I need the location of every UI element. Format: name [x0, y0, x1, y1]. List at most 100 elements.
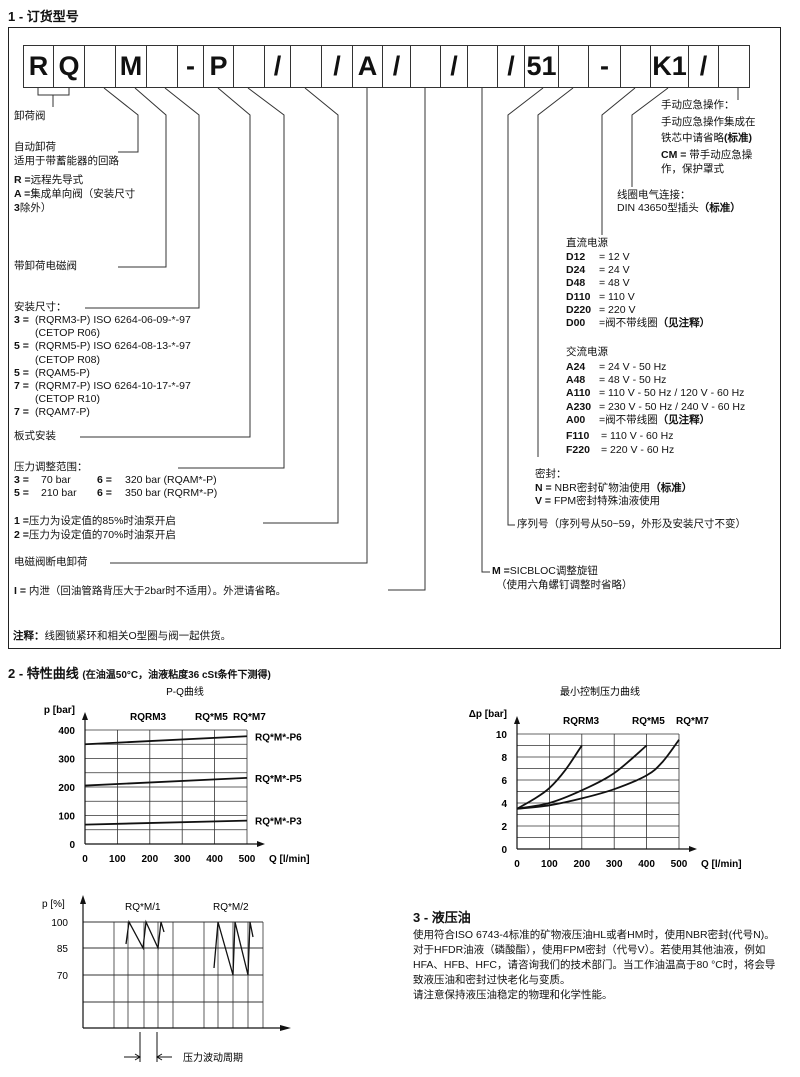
x-tick-label: 500 — [671, 859, 688, 870]
manual-override-l1: 手动应急操作集成在 — [661, 116, 756, 128]
series-label: RQ*M/2 — [213, 902, 249, 913]
series-label: RQ*M5 — [632, 716, 665, 727]
x-tick-label: 100 — [109, 854, 126, 865]
list-item: A110 = 110 V - 50 Hz / 120 V - 60 Hz — [566, 387, 745, 400]
pq-chart: 0 100 200 300 400 500 0 100 200 300 400 Q [l/min] p … — [44, 685, 310, 865]
x-axis-arrow — [689, 846, 697, 852]
list-item: 5 = (RQAM5-P) — [14, 366, 90, 379]
y-tick-label: 200 — [58, 783, 75, 794]
list-item: 5 = 210 bar 6 = 350 bar (RQRM*-P) — [14, 487, 218, 499]
order-code-frame — [8, 27, 781, 649]
plate-mount-label: 板式安装 — [14, 430, 56, 442]
sicbloc-note: （使用六角螺钉调整时省略） — [496, 579, 633, 591]
sicbloc-option: M =SICBLOC调整旋钮 — [492, 565, 598, 577]
manual-override-title: 手动应急操作： — [661, 99, 735, 111]
list-item: 1 =压力为设定值的85%时油泵开启 — [14, 515, 176, 527]
list-item: (CETOP R06) — [35, 327, 100, 340]
section-3-heading: 3 - 液压油 — [413, 910, 471, 925]
x-tick-label: 0 — [514, 859, 520, 870]
y-tick-label: 400 — [58, 726, 75, 737]
list-item: (CETOP R10) — [35, 393, 100, 406]
y-axis-arrow — [82, 712, 88, 720]
deenergized-label: 电磁阀断电卸荷 — [14, 556, 88, 568]
x-tick-label: 200 — [141, 854, 158, 865]
list-item: A00 =阀不带线圈（见注释） — [566, 413, 711, 426]
series-line — [516, 744, 648, 810]
note: 注释：线圈锁紧环和相关O型圈与阀一起供货。 — [13, 630, 232, 642]
list-item: D110 = 110 V — [566, 290, 635, 303]
series-label: RQ*M*-P6 — [255, 732, 302, 743]
list-item: A230 = 230 V - 50 Hz / 240 V - 60 Hz — [566, 400, 746, 413]
y-axis-arrow — [514, 716, 520, 724]
seal-v: V = FPM密封特殊油液使用 — [535, 495, 661, 507]
y-tick-label: 100 — [51, 918, 68, 929]
unloading-valve-label: 卸荷阀 — [14, 110, 46, 122]
y-tick-label: 70 — [57, 971, 69, 982]
pressure-fluctuation-chart: p [%] 100 85 70 RQ*M/1 RQ*M/2 压力波动周期 — [42, 895, 291, 1064]
option-r: R =远程先导式 — [14, 174, 84, 186]
min-pilot-pressure-chart: 0 100 200 300 400 500 0 2 4 6 8 10 Q [l/min] Δp [bar]… — [469, 685, 742, 870]
hydraulic-fluid-text: 使用符合ISO 6743-4标准的矿物液压油HL或者HM时，使用NBR密封(代号… — [413, 929, 776, 1001]
list-item: 5 = (RQRM5-P) ISO 6264-08-13-*-97 — [14, 340, 191, 353]
top-label: RQRM3 — [130, 712, 167, 723]
list-item: (CETOP R08) — [35, 353, 100, 366]
order-code-cells: R Q M - P / / A / //51- K1/ — [23, 45, 750, 88]
period-arrows — [124, 1053, 172, 1061]
list-item: 7 = (RQAM7-P) — [14, 406, 90, 419]
x-tick-label: 500 — [239, 854, 256, 865]
list-item: D12 = 12 V — [566, 251, 630, 263]
y-axis-label: Δp [bar] — [469, 709, 507, 720]
list-item: D00 =阀不带线圈（见注释） — [566, 317, 711, 329]
y-tick-label: 100 — [58, 812, 75, 823]
y-axis-label: p [%] — [42, 899, 65, 910]
accumulator-label: 适用于带蓄能器的回路 — [14, 155, 119, 167]
top-label: RQ*M5 — [195, 712, 228, 723]
y-tick-label: 300 — [58, 755, 75, 766]
manual-override-l2: 铁芯中请省略(标准) — [661, 132, 752, 144]
series-line — [516, 744, 583, 810]
y-tick-label: 6 — [501, 776, 507, 787]
y-axis-label: p [bar] — [44, 705, 75, 716]
cm-option: CM = 带手动应急操 — [661, 149, 753, 161]
x-tick-label: 0 — [82, 854, 88, 865]
seal-n: N = NBR密封矿物油使用（标准） — [535, 482, 693, 494]
x-tick-label: 100 — [541, 859, 558, 870]
option-a: A =集成单向阀（安装尺寸 — [14, 188, 136, 200]
series-label: RQ*M/1 — [125, 902, 161, 913]
option-a-cont: 3除外） — [14, 202, 52, 214]
series-label: RQ*M*-P5 — [255, 774, 302, 785]
x-tick-label: 300 — [606, 859, 623, 870]
list-item: D48 = 48 V — [566, 277, 630, 290]
cm-option-cont: 作，保护罩式 — [661, 163, 724, 175]
chart-title: P-Q曲线 — [166, 685, 204, 698]
auto-unload-label: 自动卸荷 — [14, 141, 56, 153]
x-tick-label: 300 — [174, 854, 191, 865]
list-item: 3 = 70 bar 6 = 320 bar (RQAM*-P) — [14, 474, 217, 486]
series-label: RQ*M7 — [676, 716, 709, 727]
ac-title: 交流电源 — [566, 346, 608, 358]
list-item: 2 =压力为设定值的70%时油泵开启 — [14, 528, 176, 541]
y-tick-label: 10 — [496, 730, 508, 741]
drain-option: I = 内泄（回油管路背压大于2bar时不适用）。外泄请省略。 — [14, 585, 287, 597]
x-axis-arrow — [280, 1025, 291, 1031]
x-axis-arrow — [257, 841, 265, 847]
series-line — [84, 776, 248, 787]
order-code-leader-lines — [37, 87, 739, 591]
period-label: 压力波动周期 — [183, 1051, 243, 1064]
y-tick-label: 8 — [501, 753, 507, 764]
pressure-range-label: 压力调整范围： — [14, 461, 88, 473]
series-label: RQ*M*-P3 — [255, 817, 302, 828]
y-tick-label: 0 — [501, 845, 507, 856]
size-label: 安装尺寸： — [14, 301, 67, 313]
sawtooth-1 — [125, 919, 165, 951]
section-2-heading: 2 - 特性曲线 (在油温50°C，油液粘度36 cSt条件下测得) — [8, 666, 271, 681]
x-axis-label: Q [l/min] — [269, 854, 310, 865]
code-cell — [718, 45, 750, 88]
list-item: A24 = 24 V - 50 Hz — [566, 361, 667, 373]
y-tick-label: 2 — [501, 822, 507, 833]
chart-title: 最小控制压力曲线 — [560, 685, 640, 698]
x-tick-label: 400 — [638, 859, 655, 870]
list-item: F220 = 220 V - 60 Hz — [566, 443, 675, 456]
y-tick-label: 85 — [57, 944, 69, 955]
seal-title: 密封： — [535, 468, 567, 480]
